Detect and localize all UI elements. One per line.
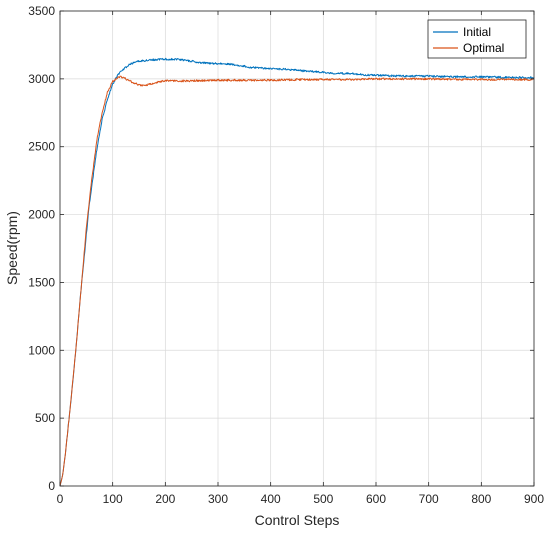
x-tick-label: 0 <box>57 492 64 506</box>
y-tick-label: 2000 <box>28 208 55 222</box>
y-tick-label: 1500 <box>28 275 55 289</box>
legend-box <box>427 19 527 59</box>
y-tick-label: 1000 <box>28 343 55 357</box>
y-axis-label: Speed(rpm) <box>4 211 20 285</box>
series-line-optimal <box>59 75 535 487</box>
x-tick-label: 900 <box>524 492 544 506</box>
x-tick-label: 400 <box>261 492 281 506</box>
y-tick-label: 2500 <box>28 140 55 154</box>
x-tick-label: 200 <box>155 492 175 506</box>
legend-label-optimal: Optimal <box>463 41 504 55</box>
legend-label-initial: Initial <box>463 25 491 39</box>
y-tick-label: 500 <box>35 411 55 425</box>
x-tick-label: 500 <box>313 492 333 506</box>
x-axis-label: Control Steps <box>255 512 340 528</box>
legend: Initial Optimal <box>427 19 527 59</box>
series-layer <box>59 57 535 487</box>
x-tick-label: 100 <box>103 492 123 506</box>
axis-ticks: 0 100 200 300 400 500 600 700 800 900 0 500 1000 1500… <box>28 4 544 506</box>
y-tick-label: 3000 <box>28 72 55 86</box>
x-tick-label: 800 <box>471 492 491 506</box>
x-tick-label: 300 <box>208 492 228 506</box>
series-line-initial <box>59 57 535 487</box>
x-tick-label: 700 <box>419 492 439 506</box>
plot-border <box>59 10 535 487</box>
y-tick-label: 0 <box>48 479 55 493</box>
x-tick-label: 600 <box>366 492 386 506</box>
y-tick-label: 3500 <box>28 4 55 18</box>
plot-area <box>60 11 534 486</box>
